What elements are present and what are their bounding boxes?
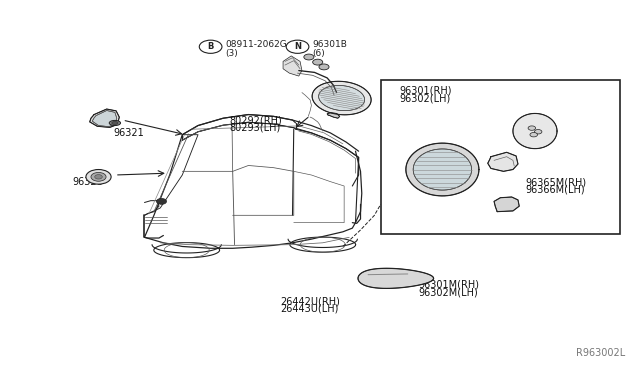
Text: R963002L: R963002L — [576, 348, 625, 358]
Text: 96302(LH): 96302(LH) — [399, 93, 451, 103]
Circle shape — [534, 129, 542, 134]
Circle shape — [86, 170, 111, 184]
Polygon shape — [413, 149, 472, 190]
Polygon shape — [92, 110, 116, 126]
Circle shape — [156, 198, 166, 204]
Bar — [381, 80, 620, 234]
Text: 26443U(LH): 26443U(LH) — [280, 304, 339, 314]
Text: 96321: 96321 — [113, 128, 144, 138]
Text: 80292(RH): 80292(RH) — [230, 115, 282, 125]
Polygon shape — [513, 113, 557, 149]
Polygon shape — [90, 109, 119, 127]
Circle shape — [319, 64, 329, 70]
Circle shape — [91, 173, 106, 181]
Circle shape — [313, 59, 323, 65]
Circle shape — [304, 54, 314, 60]
Text: 96328: 96328 — [72, 177, 103, 187]
Text: 96365M(RH): 96365M(RH) — [525, 177, 587, 187]
Text: 96302M(LH): 96302M(LH) — [419, 287, 478, 297]
Polygon shape — [312, 81, 371, 115]
Ellipse shape — [112, 122, 118, 125]
Text: 26442U(RH): 26442U(RH) — [280, 296, 340, 307]
Polygon shape — [494, 197, 519, 212]
Circle shape — [528, 126, 536, 130]
Polygon shape — [319, 86, 365, 110]
Circle shape — [95, 174, 102, 179]
Text: (6): (6) — [312, 49, 324, 58]
Circle shape — [530, 132, 538, 137]
Text: 96366M(LH): 96366M(LH) — [525, 185, 585, 195]
Polygon shape — [327, 113, 340, 118]
Polygon shape — [406, 143, 479, 196]
Text: 08911-2062G: 08911-2062G — [225, 41, 287, 49]
Text: N: N — [294, 42, 301, 51]
Text: B: B — [207, 42, 214, 51]
Polygon shape — [488, 152, 518, 171]
Text: 96301(RH): 96301(RH) — [399, 86, 452, 96]
Text: 96301B: 96301B — [312, 41, 347, 49]
Polygon shape — [358, 268, 433, 288]
Text: (3): (3) — [225, 49, 238, 58]
Text: 80293(LH): 80293(LH) — [230, 122, 281, 132]
Ellipse shape — [109, 121, 120, 125]
Text: 96301M(RH): 96301M(RH) — [419, 280, 479, 290]
Polygon shape — [283, 56, 302, 76]
